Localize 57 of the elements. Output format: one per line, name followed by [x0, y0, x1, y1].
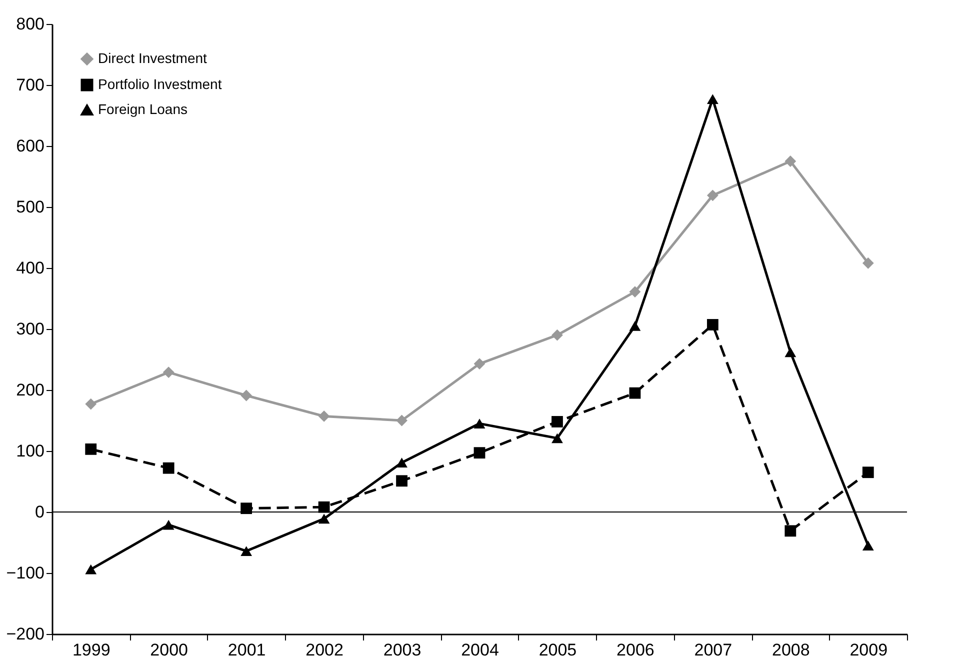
point: [318, 410, 330, 422]
x-tick-label: 2002: [306, 640, 344, 660]
point: [318, 514, 330, 524]
point: [85, 398, 97, 410]
x-tick-label: 2005: [538, 640, 577, 660]
y-tick-label: 200: [16, 380, 44, 400]
point: [629, 321, 641, 331]
point: [706, 190, 718, 202]
y-tick-label: −100: [6, 564, 44, 582]
point: [862, 257, 874, 269]
x-tick-label: 2009: [850, 640, 888, 660]
y-tick-label: 500: [16, 198, 44, 216]
point: [784, 347, 796, 358]
legend-label: Portfolio Investment: [98, 76, 222, 92]
point: [862, 540, 874, 550]
x-tick-label: 2001: [228, 640, 266, 660]
point: [862, 466, 874, 478]
point: [629, 286, 641, 298]
y-tick-label: 800: [16, 14, 44, 34]
x-tick-label: 2008: [772, 640, 810, 660]
point: [396, 458, 408, 468]
point: [240, 502, 252, 514]
y-tick-label: −200: [6, 624, 44, 644]
point: [629, 387, 641, 399]
point: [784, 156, 796, 167]
y-tick-label: 400: [16, 258, 44, 278]
point: [240, 546, 252, 556]
point: [474, 447, 486, 459]
point: [706, 94, 718, 104]
point: [162, 462, 174, 474]
y-tick-label: 0: [35, 502, 44, 522]
x-tick-label: 1999: [72, 640, 110, 660]
point: [474, 358, 486, 370]
legend-label: Direct Investment: [98, 50, 208, 66]
point: [552, 433, 563, 444]
y-tick-label: 700: [16, 76, 44, 94]
x-tick-label: 2006: [616, 640, 654, 660]
point: [162, 366, 174, 378]
x-tick-label: 2004: [461, 640, 499, 660]
y-tick-label: 600: [16, 136, 44, 156]
x-tick-label: 2000: [150, 640, 188, 660]
point: [784, 525, 796, 537]
point: [240, 390, 252, 402]
point: [85, 564, 97, 574]
y-tick-label: 100: [16, 442, 44, 460]
point: [706, 319, 718, 330]
point: [396, 414, 408, 426]
point: [552, 329, 563, 341]
point: [396, 475, 408, 487]
legend-label: Foreign Loans: [98, 101, 188, 117]
point: [474, 418, 486, 428]
point: [552, 416, 563, 428]
y-tick-label: 300: [16, 320, 44, 338]
x-tick-label: 2003: [383, 640, 422, 660]
point: [162, 520, 174, 530]
x-tick-label: 2007: [694, 640, 732, 660]
point: [85, 443, 97, 455]
